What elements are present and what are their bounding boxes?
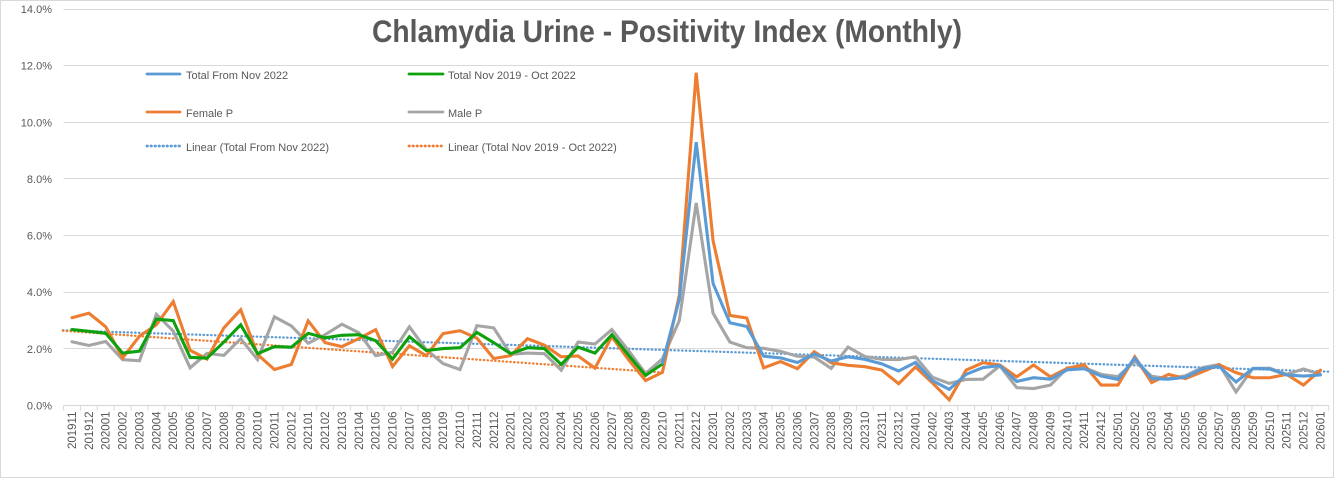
svg-text:202009: 202009 [236,412,248,450]
svg-text:202510: 202510 [1265,412,1277,450]
svg-text:202302: 202302 [725,412,737,450]
svg-text:202309: 202309 [843,412,855,450]
svg-text:202601: 202601 [1315,412,1327,450]
svg-text:Female P: Female P [186,108,233,120]
svg-text:202001: 202001 [101,412,113,450]
svg-text:8.0%: 8.0% [27,174,52,186]
svg-text:202403: 202403 [944,412,956,450]
svg-text:202401: 202401 [911,412,923,450]
svg-text:6.0%: 6.0% [27,231,52,243]
svg-text:202103: 202103 [337,412,349,450]
svg-text:Linear (Total Nov 2019 - Oct 2: Linear (Total Nov 2019 - Oct 2022) [448,142,617,154]
svg-text:202405: 202405 [978,412,990,450]
svg-text:202107: 202107 [404,412,416,450]
svg-text:202312: 202312 [894,412,906,450]
svg-text:10.0%: 10.0% [21,117,52,129]
svg-text:202204: 202204 [556,411,568,450]
svg-text:202306: 202306 [792,412,804,450]
svg-text:202105: 202105 [371,412,383,450]
svg-text:202508: 202508 [1231,412,1243,450]
svg-text:202502: 202502 [1130,412,1142,450]
svg-text:202503: 202503 [1147,412,1159,450]
svg-text:14.0%: 14.0% [21,4,52,16]
svg-text:202108: 202108 [421,412,433,450]
svg-text:202002: 202002 [118,412,130,450]
svg-text:202005: 202005 [168,412,180,450]
svg-text:202406: 202406 [995,412,1007,450]
svg-text:202501: 202501 [1113,412,1125,450]
svg-text:202203: 202203 [539,412,551,450]
svg-text:202012: 202012 [286,412,298,450]
svg-text:202111: 202111 [472,412,484,449]
svg-text:202212: 202212 [691,412,703,450]
svg-text:202410: 202410 [1062,412,1074,450]
svg-text:202210: 202210 [657,412,669,450]
svg-text:Linear (Total From Nov 2022): Linear (Total From Nov 2022) [186,142,329,154]
svg-text:202202: 202202 [522,412,534,450]
svg-text:202010: 202010 [253,412,265,450]
svg-text:202407: 202407 [1012,412,1024,450]
svg-text:202011: 202011 [269,412,281,450]
svg-text:202303: 202303 [742,412,754,450]
svg-text:202008: 202008 [219,412,231,450]
svg-text:Chlamydia Urine - Positivity I: Chlamydia Urine - Positivity Index (Mont… [372,13,962,49]
svg-text:202308: 202308 [826,412,838,450]
svg-text:202211: 202211 [674,412,686,450]
svg-text:202509: 202509 [1248,412,1260,450]
svg-text:202004: 202004 [151,411,163,450]
svg-text:202301: 202301 [708,412,720,450]
svg-text:202104: 202104 [354,411,366,450]
svg-text:202311: 202311 [877,412,889,450]
svg-text:202511: 202511 [1282,412,1294,450]
svg-text:202404: 202404 [961,411,973,450]
svg-text:202206: 202206 [590,412,602,450]
svg-text:202402: 202402 [927,412,939,450]
svg-text:201911: 201911 [67,412,79,450]
svg-text:202109: 202109 [438,412,450,450]
svg-text:202003: 202003 [134,412,146,450]
svg-text:202412: 202412 [1096,412,1108,450]
svg-text:202208: 202208 [624,412,636,450]
svg-text:202409: 202409 [1045,412,1057,450]
svg-text:202307: 202307 [809,412,821,450]
svg-text:Total Nov 2019 - Oct 2022: Total Nov 2019 - Oct 2022 [448,70,576,82]
svg-text:Male P: Male P [448,108,482,120]
svg-text:Total From Nov 2022: Total From Nov 2022 [186,70,288,82]
svg-text:202102: 202102 [320,412,332,450]
svg-text:202408: 202408 [1029,412,1041,450]
svg-text:202209: 202209 [641,412,653,450]
svg-text:202205: 202205 [573,412,585,450]
svg-text:202507: 202507 [1214,412,1226,450]
svg-text:202504: 202504 [1164,411,1176,450]
svg-text:202304: 202304 [759,411,771,450]
svg-text:202305: 202305 [776,412,788,450]
svg-text:202007: 202007 [202,412,214,450]
svg-text:12.0%: 12.0% [21,61,52,73]
svg-text:202006: 202006 [185,412,197,450]
svg-text:202201: 202201 [506,412,518,450]
svg-text:4.0%: 4.0% [27,287,52,299]
svg-text:202411: 202411 [1079,412,1091,450]
svg-text:201912: 201912 [84,412,96,450]
svg-text:202101: 202101 [303,412,315,450]
svg-text:202505: 202505 [1180,412,1192,450]
svg-text:2.0%: 2.0% [27,344,52,356]
svg-text:202506: 202506 [1197,412,1209,450]
svg-text:202512: 202512 [1299,412,1311,450]
svg-text:202207: 202207 [607,412,619,450]
svg-text:202106: 202106 [388,412,400,450]
svg-text:202310: 202310 [860,412,872,450]
svg-text:202110: 202110 [455,412,467,450]
svg-text:0.0%: 0.0% [27,401,52,413]
svg-text:202112: 202112 [489,412,501,450]
